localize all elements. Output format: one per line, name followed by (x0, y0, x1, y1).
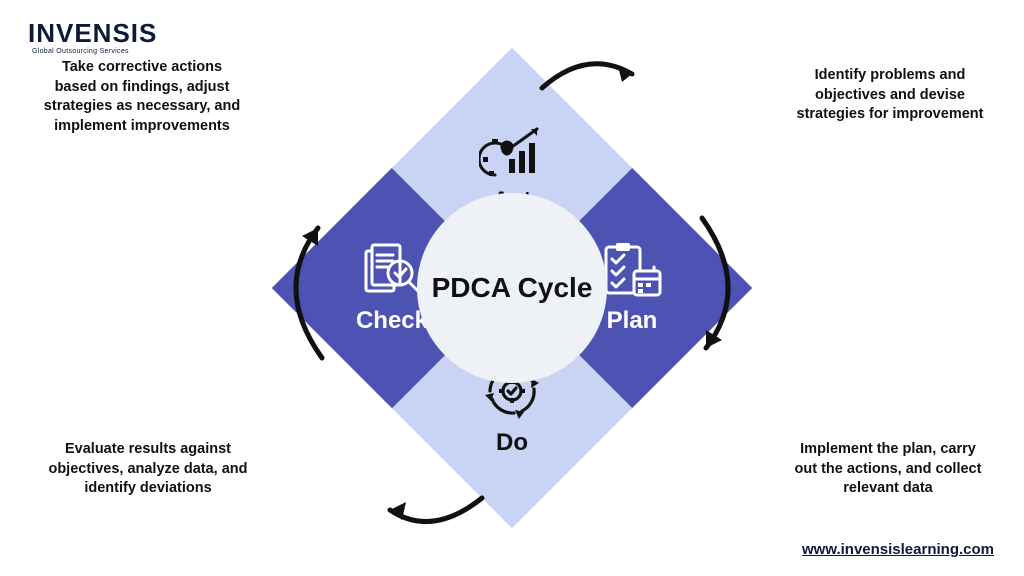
caption-plan: Identify problems and objectives and dev… (790, 66, 990, 125)
brand-logo: INVENSIS (28, 18, 157, 49)
footer-url[interactable]: www.invensislearning.com (802, 541, 994, 558)
doc-magnifier-icon (360, 241, 424, 301)
pdca-diagram: Plan (232, 8, 792, 568)
label-plan: Plan (607, 307, 658, 335)
caption-act: Take corrective actions based on finding… (42, 58, 242, 136)
center-circle: PDCA Cycle (417, 193, 607, 383)
brand-tagline: Global Outsourcing Services (32, 48, 129, 55)
gear-chart-icon (479, 121, 545, 181)
caption-check: Evaluate results against objectives, ana… (48, 440, 248, 499)
label-check: Check (356, 307, 428, 335)
label-do: Do (496, 429, 528, 457)
center-title: PDCA Cycle (432, 271, 593, 305)
caption-do: Implement the plan, carry out the action… (788, 440, 988, 499)
clipboard-calendar-icon (600, 241, 664, 301)
